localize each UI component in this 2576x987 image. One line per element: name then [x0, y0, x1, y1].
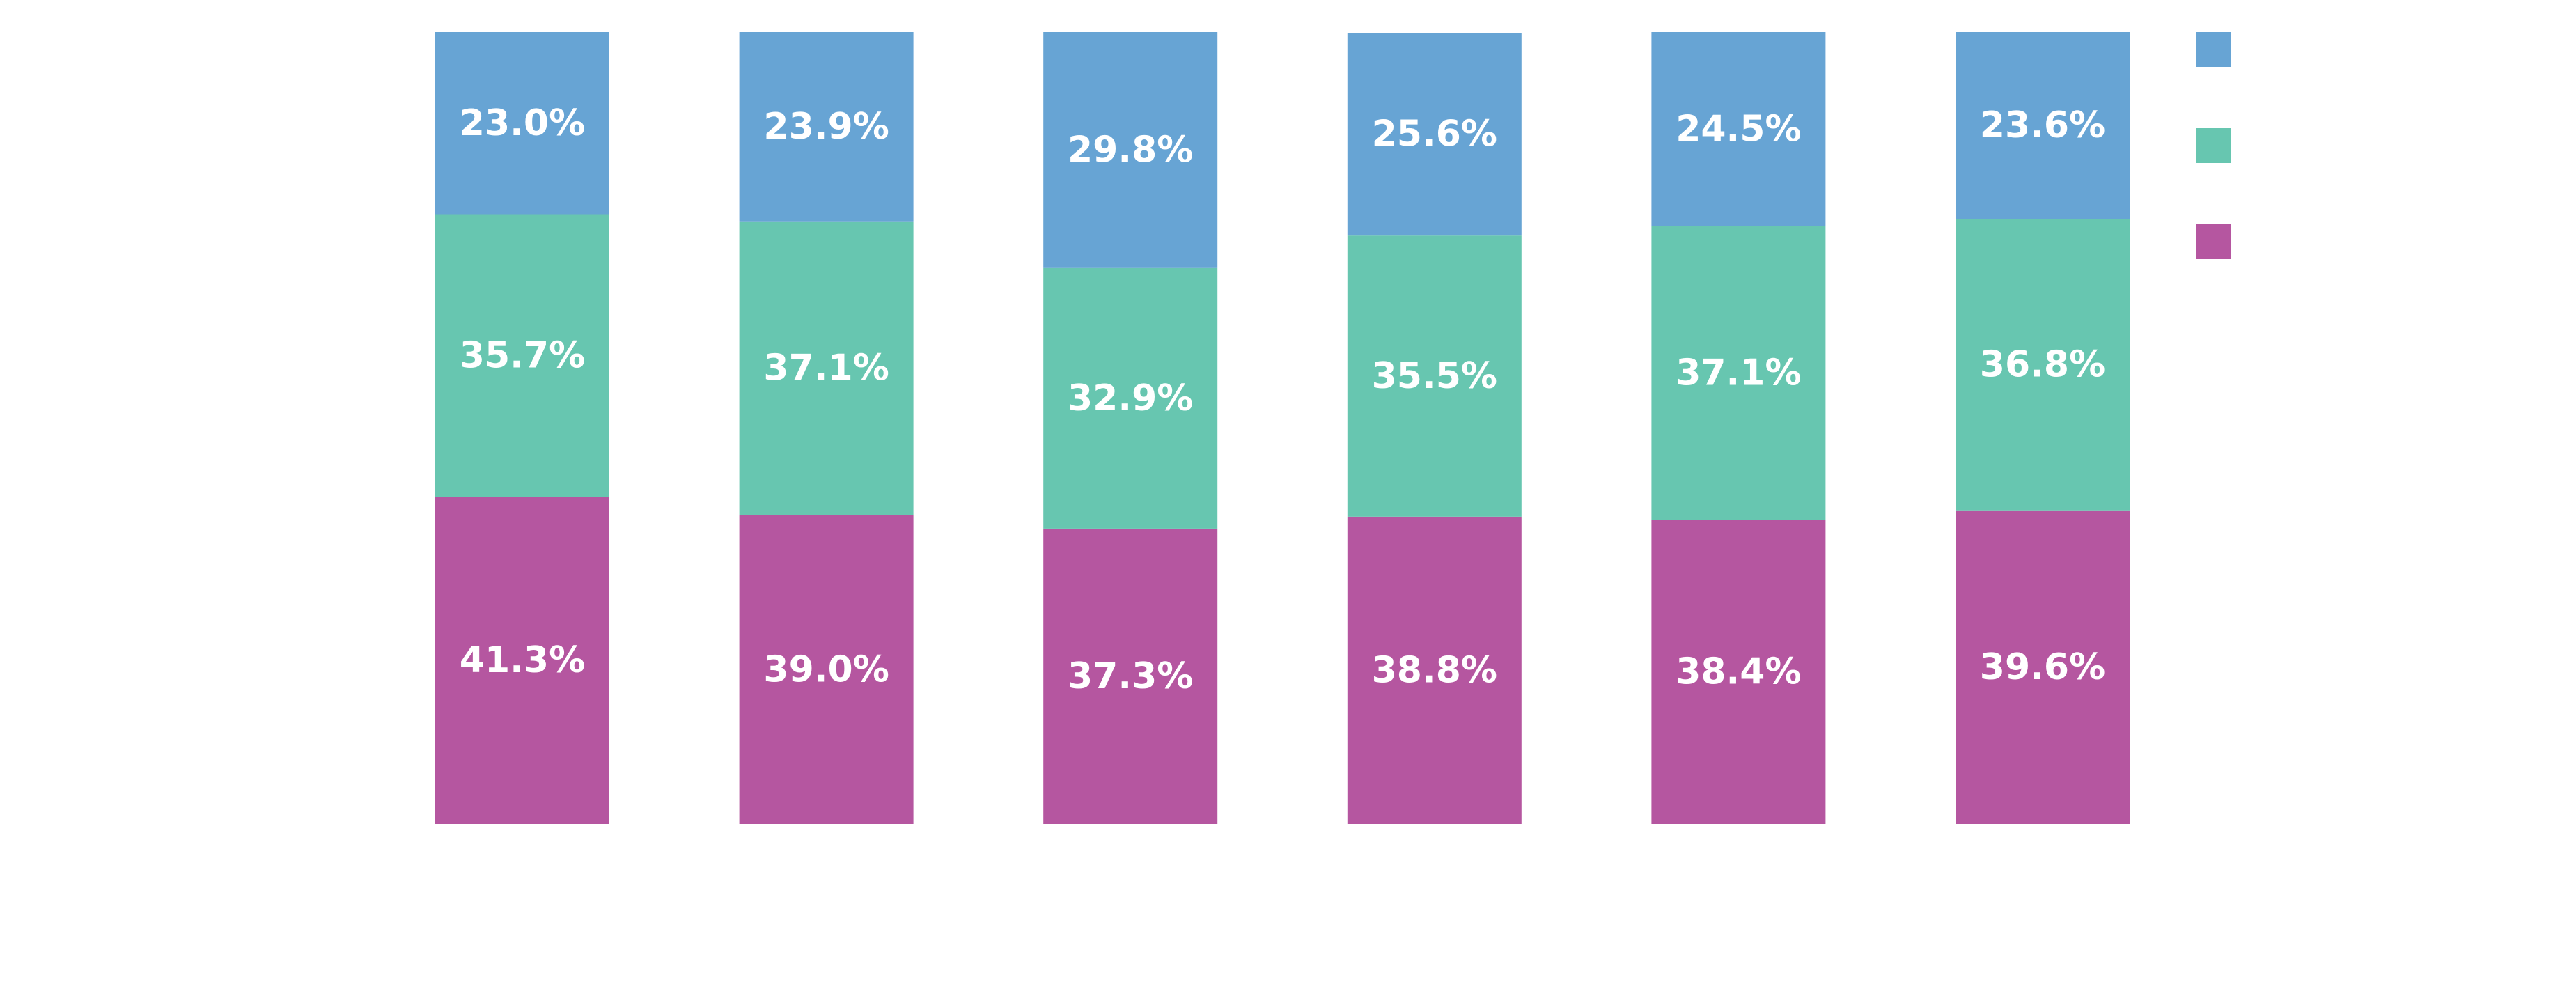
segment-value-label: 41.3%	[460, 639, 585, 681]
segment-value-label: 29.8%	[1068, 129, 1193, 171]
bars-layer	[435, 32, 2130, 824]
legend-item	[2196, 128, 2231, 163]
bar-segment	[1043, 528, 1218, 824]
legend	[2196, 32, 2231, 259]
bar-segment	[1651, 520, 1826, 824]
bar-segment	[1651, 226, 1826, 520]
segment-value-label: 23.6%	[1980, 104, 2105, 146]
segment-value-label: 25.6%	[1372, 114, 1497, 155]
bar-segment	[1347, 516, 1522, 824]
bar-segment	[1956, 219, 2130, 511]
legend-swatch	[2196, 224, 2231, 259]
segment-value-label: 37.1%	[1676, 352, 1801, 394]
bar-segment	[1043, 32, 1218, 268]
bar-segment	[1347, 235, 1522, 517]
segment-value-label: 38.4%	[1676, 651, 1801, 693]
segment-value-label: 37.1%	[763, 348, 889, 389]
legend-item	[2196, 32, 2231, 67]
segment-value-label: 35.7%	[460, 334, 585, 376]
bar-segment	[1956, 32, 2130, 219]
bar-segment	[435, 497, 609, 824]
segment-value-label: 37.3%	[1068, 655, 1193, 697]
bar-segment	[739, 515, 914, 824]
segment-value-label: 35.5%	[1372, 355, 1497, 397]
bar-segment	[1956, 510, 2130, 824]
segment-labels-layer: 41.3% 35.7% 23.0% 39.0% 37.1% 23.9% 37.3% 32.9%…	[460, 102, 2105, 697]
legend-item	[2196, 224, 2231, 259]
legend-swatch	[2196, 32, 2231, 67]
segment-value-label: 23.9%	[763, 106, 889, 148]
bar-segment	[435, 32, 609, 215]
segment-value-label: 39.0%	[763, 648, 889, 690]
segment-value-label: 39.6%	[1980, 646, 2105, 688]
bar-segment	[739, 221, 914, 515]
segment-value-label: 38.8%	[1372, 649, 1497, 691]
segment-value-label: 23.0%	[460, 102, 585, 144]
bar-segment	[435, 214, 609, 497]
segment-value-label: 32.9%	[1068, 378, 1193, 419]
bar-segment	[739, 32, 914, 222]
bar-segment	[1043, 267, 1218, 529]
bar-segment	[1347, 33, 1522, 236]
segment-value-label: 24.5%	[1676, 108, 1801, 150]
legend-swatch	[2196, 128, 2231, 163]
bar-segment	[1651, 32, 1826, 226]
segment-value-label: 36.8%	[1980, 344, 2105, 386]
